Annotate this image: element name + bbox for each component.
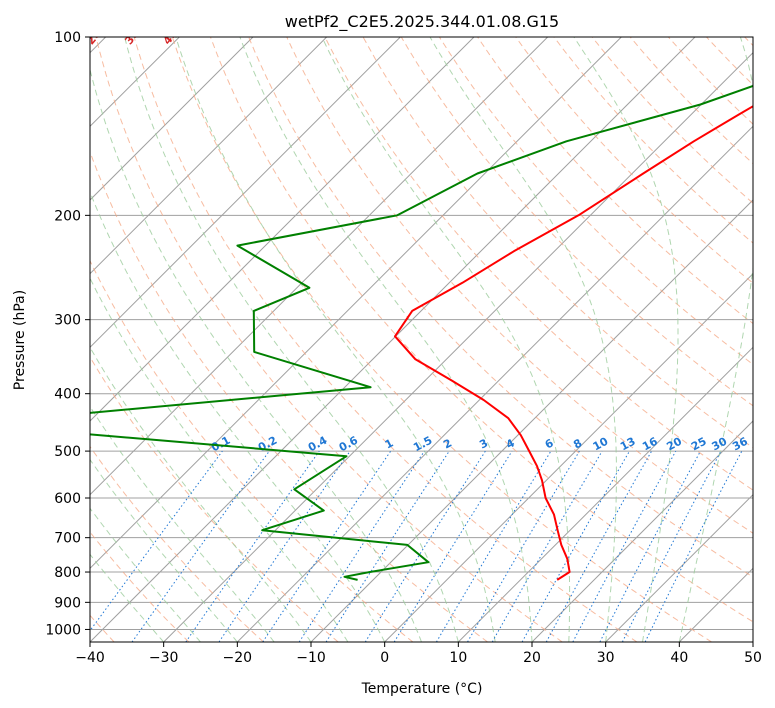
isotherm-line [90, 37, 475, 422]
moist-adiabat-line [90, 458, 238, 642]
dry-adiabat-label: 40 [161, 27, 181, 47]
moist-adiabat-line [175, 37, 496, 642]
isotherm-line [90, 37, 254, 201]
moist-adiabat-line [429, 37, 617, 642]
y-tick-label: 800 [54, 565, 81, 581]
moist-adiabat-line [90, 507, 201, 642]
mixing-ratio-label: 36 [730, 435, 750, 454]
mixing-ratio-label: 10 [591, 435, 611, 454]
dry-adiabat-line [248, 37, 753, 578]
x-axis-label: Temperature (°C) [361, 681, 483, 697]
x-tick-label: 10 [449, 650, 467, 666]
moist-adiabat-line [90, 277, 349, 642]
mixing-ratio-label: 25 [689, 435, 709, 454]
mixing-ratio-label: 20 [664, 435, 684, 454]
x-tick-label: 50 [744, 650, 762, 666]
moist-adiabat-line [90, 553, 165, 642]
dry-adiabat-line [438, 37, 753, 366]
moist-adiabat-line [90, 346, 312, 642]
mixing-ratio-line [185, 450, 320, 642]
moist-adiabat-line [573, 37, 679, 642]
isotherm-line [90, 37, 328, 275]
x-tick-label: −20 [223, 650, 253, 666]
dry-adiabat-label: 30 [122, 27, 142, 47]
isotherm-line [236, 125, 753, 642]
chart-title: wetPf2_C2E5.2025.344.01.08.G15 [285, 12, 559, 32]
mixing-ratio-line [298, 450, 425, 642]
x-tick-label: 30 [597, 650, 615, 666]
mixing-ratio-line [393, 450, 513, 642]
dry-adiabat-label: 20 [84, 27, 104, 47]
mixing-ratio-line [131, 450, 270, 642]
dry-adiabat-line [362, 37, 753, 449]
mixing-ratio-line [90, 450, 223, 632]
x-tick-label: 0 [380, 650, 389, 666]
dry-adiabat-line [133, 37, 638, 642]
dry-adiabat-line [95, 37, 563, 642]
y-tick-label: 200 [54, 208, 81, 224]
mixing-ratio-line [325, 450, 450, 642]
isotherm-line [90, 37, 401, 349]
mixing-ratio-line [521, 450, 630, 642]
dry-adiabat-line [515, 37, 753, 284]
mixing-ratio-label: 30 [710, 435, 730, 454]
dewpoint-profile-line [90, 84, 753, 581]
moist-adiabat-line [124, 37, 459, 642]
mixing-ratio-line [218, 450, 351, 642]
x-tick-label: 20 [523, 650, 541, 666]
temperature-profile-line [394, 105, 753, 581]
isotherm-line [163, 51, 753, 642]
y-tick-label: 500 [54, 444, 81, 460]
moist-adiabat-line [90, 405, 275, 642]
x-tick-label: −40 [75, 650, 105, 666]
isotherm-line [384, 272, 753, 642]
mixing-ratio-line [545, 450, 653, 642]
y-tick-label: 300 [54, 313, 81, 329]
mixing-ratio-line [644, 450, 743, 642]
mixing-ratio-line [572, 450, 677, 642]
mixing-ratio-label: 16 [640, 435, 660, 454]
isotherm-line [531, 420, 753, 642]
x-tick-label: 40 [670, 650, 688, 666]
dry-adiabat-line [324, 37, 753, 491]
mixing-ratio-label: 13 [618, 435, 638, 454]
moist-adiabat-line [239, 37, 533, 642]
y-tick-label: 900 [54, 595, 81, 611]
y-tick-label: 100 [54, 30, 81, 46]
moist-adiabat-line [678, 37, 753, 642]
isotherm-line [605, 493, 753, 642]
plot-frame [89, 36, 754, 643]
dry-adiabat-line [400, 37, 753, 407]
x-tick-label: −30 [149, 650, 179, 666]
dry-adiabat-line [90, 259, 414, 642]
dry-adiabat-line [553, 37, 753, 244]
isotherm-line [90, 37, 549, 496]
dry-adiabat-line [629, 37, 753, 165]
dry-adiabat-line [90, 445, 264, 642]
isotherm-line [90, 37, 622, 570]
dry-adiabat-line [210, 37, 753, 623]
x-tick-label: −10 [296, 650, 326, 666]
moist-adiabat-line [90, 190, 386, 642]
mixing-ratio-line [262, 450, 392, 642]
y-tick-label: 1000 [45, 622, 81, 638]
moist-adiabat-line [321, 37, 571, 642]
moist-adiabat-line [90, 67, 422, 642]
y-axis-label: Pressure (hPa) [12, 290, 28, 390]
y-tick-label: 600 [54, 491, 81, 507]
isotherm-line [457, 346, 753, 642]
y-tick-label: 700 [54, 531, 81, 547]
y-tick-label: 400 [54, 387, 81, 403]
